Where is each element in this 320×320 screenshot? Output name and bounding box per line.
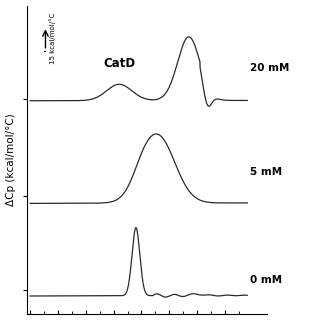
Text: 15 kcal/mol/°C: 15 kcal/mol/°C — [49, 13, 55, 64]
Text: 5 mM: 5 mM — [250, 167, 282, 177]
Text: 0 mM: 0 mM — [250, 275, 282, 285]
Y-axis label: ΔCp (kcal/mol/°C): ΔCp (kcal/mol/°C) — [5, 114, 16, 206]
Text: CatD: CatD — [103, 57, 135, 70]
Text: 20 mM: 20 mM — [250, 63, 290, 73]
